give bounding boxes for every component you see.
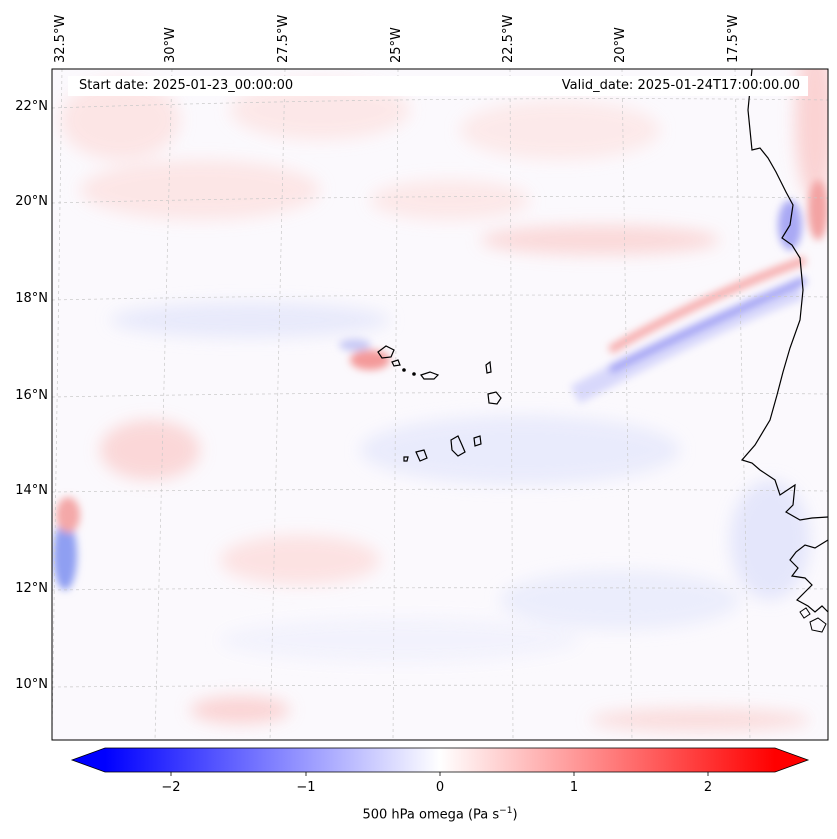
colorbar-tick: −1 — [296, 780, 316, 795]
lon-tick: 25°W — [389, 27, 404, 63]
lon-tick: 30°W — [163, 27, 178, 63]
cape-verde-islands — [377, 345, 502, 462]
guinea-coastline — [789, 539, 829, 613]
lon-tick: 20°W — [613, 27, 628, 63]
colorbar-label-exponent: −1 — [499, 806, 513, 816]
map-frame — [51, 68, 829, 741]
lat-tick: 20°N — [15, 194, 48, 209]
lon-tick: 22.5°W — [501, 14, 516, 63]
lon-tick: 32.5°W — [53, 14, 68, 63]
lat-tick: 10°N — [15, 677, 48, 692]
lat-tick: 16°N — [15, 388, 48, 403]
africa-coastline — [740, 68, 829, 521]
colorbar-tick: 0 — [435, 780, 445, 795]
colorbar-label: 500 hPa omega (Pa s−1) — [362, 806, 517, 822]
valid-date-label: Valid_date: 2025-01-24T17:00:00.00 — [561, 78, 800, 93]
colorbar-label-text: 500 hPa omega (Pa s — [362, 807, 500, 823]
header-box — [68, 76, 808, 96]
lon-tick: 17.5°W — [726, 14, 741, 63]
colorbar-tick: 2 — [703, 780, 713, 795]
omega-field — [52, 69, 828, 740]
colorbar-tick: −2 — [161, 780, 181, 795]
gridlines — [52, 69, 828, 740]
colorbar-label-close: ) — [512, 807, 518, 823]
lat-tick: 18°N — [15, 291, 48, 306]
lon-tick: 27.5°W — [276, 14, 291, 63]
colorbar-tick: 1 — [569, 780, 579, 795]
start-date-label: Start date: 2025-01-23_00:00:00 — [79, 78, 294, 93]
lat-tick: 22°N — [15, 99, 48, 114]
colorbar — [70, 747, 810, 776]
lat-tick: 12°N — [15, 581, 48, 596]
lat-tick: 14°N — [15, 483, 48, 498]
